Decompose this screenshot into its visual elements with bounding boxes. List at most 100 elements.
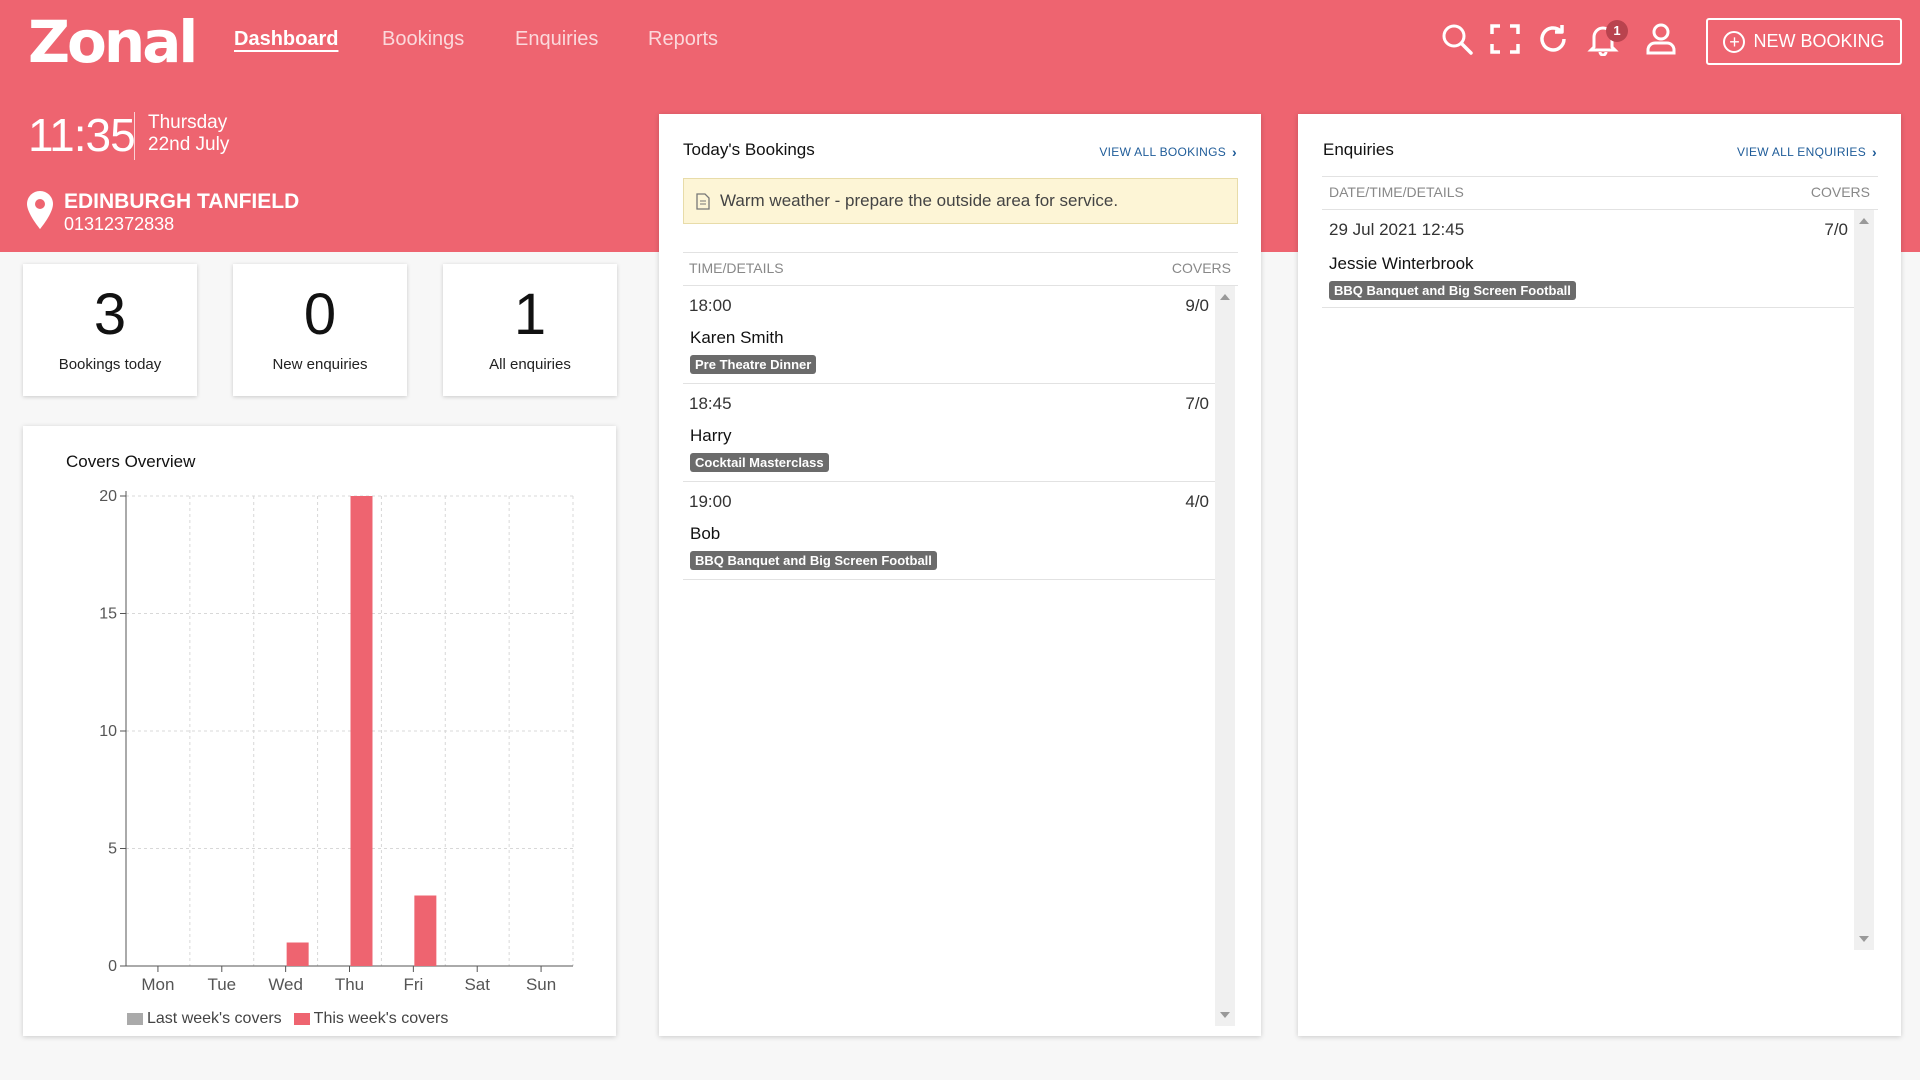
refresh-icon[interactable] [1536, 22, 1570, 56]
booking-tag: Cocktail Masterclass [690, 453, 829, 472]
current-day: Thursday [148, 112, 228, 133]
x-tick-label: Sun [526, 975, 556, 994]
stat-label: New enquiries [272, 356, 368, 373]
view-all-bookings-link[interactable]: VIEW ALL BOOKINGS › [1099, 144, 1237, 160]
divider [134, 112, 135, 160]
scroll-down-arrow[interactable] [1859, 936, 1869, 942]
booking-name: Karen Smith [690, 328, 784, 347]
column-header-covers[interactable]: COVERS [1810, 184, 1870, 200]
covers-chart: 0 5 10 15 20 Mon Tue Wed Thu Fri Sat Sun [99, 488, 574, 994]
stat-card-new-enquiries[interactable]: 0 New enquiries [233, 264, 407, 396]
notification-badge: 1 [1606, 20, 1628, 42]
legend-swatch [127, 1013, 143, 1025]
booking-covers: 9/0 [1185, 296, 1209, 315]
legend-item-last-week[interactable]: Last week's covers [127, 1010, 282, 1028]
nav-reports[interactable]: Reports [648, 28, 719, 50]
booking-time: 18:00 [689, 296, 732, 315]
booking-tag: Pre Theatre Dinner [690, 355, 817, 374]
new-booking-label: NEW BOOKING [1753, 31, 1885, 51]
x-tick-label: Sat [464, 975, 490, 994]
stat-value: 0 [303, 282, 337, 347]
search-icon[interactable] [1440, 22, 1474, 56]
stat-card-all-enquiries[interactable]: 1 All enquiries [443, 264, 617, 396]
column-header-covers[interactable]: COVERS [1171, 260, 1231, 276]
todays-bookings-panel: Today's Bookings VIEW ALL BOOKINGS › War… [659, 114, 1261, 1036]
chart-title: Covers Overview [66, 452, 196, 471]
divider [1322, 176, 1878, 177]
stat-value: 3 [93, 282, 127, 347]
location-pin-icon [27, 191, 53, 229]
bookings-scrollbar[interactable] [1215, 286, 1235, 1026]
legend-label: Last week's covers [147, 1010, 282, 1027]
stat-label: All enquiries [489, 356, 571, 373]
enquiry-row[interactable]: 29 Jul 2021 12:45 7/0 Jessie Winterbrook… [1322, 210, 1854, 308]
view-all-label: VIEW ALL BOOKINGS [1099, 145, 1227, 159]
plus-circle-icon: + [1723, 30, 1746, 53]
scroll-down-arrow[interactable] [1220, 1012, 1230, 1018]
enquiry-name: Jessie Winterbrook [1329, 254, 1474, 273]
scroll-up-arrow[interactable] [1859, 218, 1869, 224]
venue-name: EDINBURGH TANFIELD [64, 190, 300, 213]
user-icon[interactable] [1644, 22, 1678, 56]
y-tick-label: 0 [108, 958, 117, 975]
chevron-right-icon: › [1872, 144, 1877, 160]
bar-this-week [414, 895, 437, 966]
enquiry-covers: 7/0 [1824, 220, 1848, 239]
legend-item-this-week[interactable]: This week's covers [293, 1010, 449, 1028]
enquiry-datetime: 29 Jul 2021 12:45 [1329, 220, 1465, 239]
y-tick-label: 10 [99, 723, 117, 740]
booking-row[interactable]: 18:45 7/0 Harry Cocktail Masterclass [683, 384, 1215, 482]
enquiries-panel: Enquiries VIEW ALL ENQUIRIES › DATE/TIME… [1298, 114, 1901, 1036]
x-tick-label: Wed [268, 975, 303, 994]
stat-label: Bookings today [58, 356, 162, 373]
nav-dashboard[interactable]: Dashboard [234, 28, 339, 50]
legend-swatch [293, 1013, 310, 1025]
current-time: 11:35 [28, 109, 136, 161]
bar-this-week [350, 496, 373, 966]
note-banner: Warm weather - prepare the outside area … [683, 178, 1238, 224]
x-tick-label: Fri [403, 975, 423, 994]
x-tick-label: Thu [335, 975, 364, 994]
stat-card-bookings-today[interactable]: 3 Bookings today [23, 264, 197, 396]
column-header-time[interactable]: TIME/DETAILS [689, 260, 784, 276]
document-icon [696, 192, 710, 210]
booking-tag: BBQ Banquet and Big Screen Football [690, 551, 937, 570]
zonal-logo[interactable]: Zonal [28, 8, 198, 76]
view-all-label: VIEW ALL ENQUIRIES [1737, 145, 1867, 159]
divider [683, 252, 1238, 253]
panel-title: Today's Bookings [683, 140, 815, 159]
bar-this-week [286, 942, 309, 966]
chart-legend: Last week's covers This week's covers [127, 1010, 448, 1028]
column-header-date[interactable]: DATE/TIME/DETAILS [1329, 184, 1464, 200]
enquiries-scrollbar[interactable] [1854, 210, 1874, 950]
venue-phone: 01312372838 [64, 214, 175, 234]
top-nav: Zonal Dashboard Bookings Enquiries Repor… [0, 0, 1920, 84]
chevron-right-icon: › [1232, 144, 1237, 160]
y-tick-label: 20 [99, 488, 117, 505]
fullscreen-icon[interactable] [1488, 22, 1522, 56]
scroll-up-arrow[interactable] [1220, 294, 1230, 300]
note-text: Warm weather - prepare the outside area … [720, 191, 1119, 210]
booking-covers: 4/0 [1185, 492, 1209, 511]
nav-enquiries[interactable]: Enquiries [515, 28, 599, 50]
y-tick-label: 15 [99, 606, 117, 623]
enquiry-tag: BBQ Banquet and Big Screen Football [1329, 281, 1576, 300]
divider [1322, 209, 1878, 210]
booking-name: Bob [690, 524, 721, 543]
booking-row[interactable]: 18:00 9/0 Karen Smith Pre Theatre Dinner [683, 286, 1215, 384]
divider [683, 285, 1238, 286]
nav-bookings[interactable]: Bookings [382, 28, 465, 50]
y-tick-label: 5 [108, 841, 117, 858]
legend-label: This week's covers [313, 1010, 449, 1027]
new-booking-button[interactable]: + NEW BOOKING [1706, 18, 1902, 65]
view-all-enquiries-link[interactable]: VIEW ALL ENQUIRIES › [1737, 144, 1877, 160]
bell-icon[interactable]: 1 [1586, 20, 1628, 57]
x-tick-label: Mon [141, 975, 174, 994]
panel-title: Enquiries [1323, 140, 1394, 159]
stat-value: 1 [513, 282, 547, 347]
booking-row[interactable]: 19:00 4/0 Bob BBQ Banquet and Big Screen… [683, 482, 1215, 580]
booking-time: 18:45 [689, 394, 732, 413]
current-date: 22nd July [148, 134, 230, 155]
booking-name: Harry [690, 426, 732, 445]
x-tick-label: Tue [207, 975, 236, 994]
